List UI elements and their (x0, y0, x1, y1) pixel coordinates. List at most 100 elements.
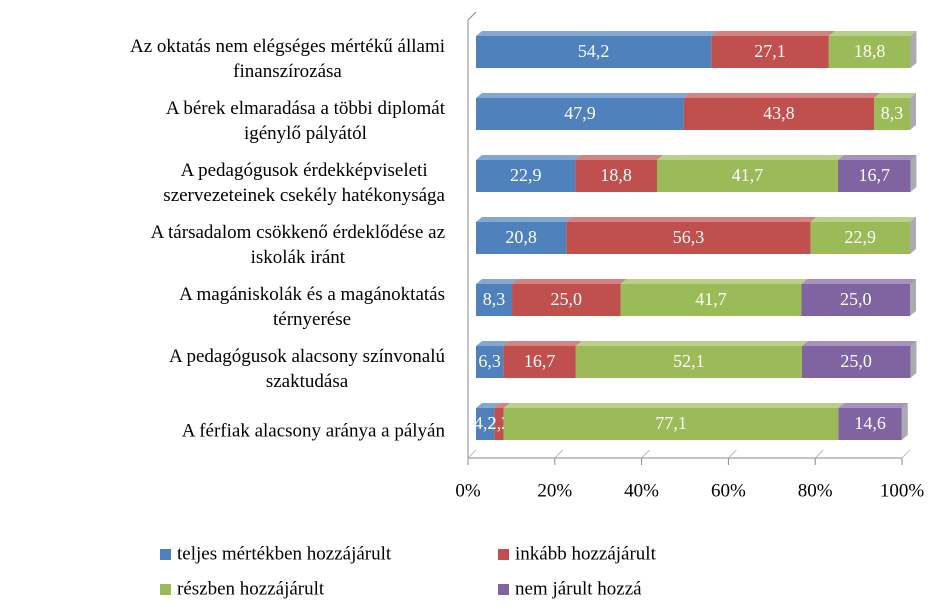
data-label: 4,2 (474, 413, 497, 433)
bar-top (828, 31, 917, 36)
bar-top (683, 93, 880, 98)
data-label: 16,7 (524, 351, 556, 371)
bar-top (476, 155, 582, 160)
bar-segment (476, 98, 684, 130)
bar-top (838, 403, 908, 408)
bar-top (566, 217, 817, 222)
bar-segment (810, 222, 910, 254)
legend-swatch (498, 549, 509, 560)
bar-top (503, 341, 582, 346)
bar-end (910, 31, 917, 68)
category-label: A bérek elmaradása a többi diplomát (166, 98, 446, 119)
x-tick-depth (728, 449, 737, 459)
bar-top (476, 341, 510, 346)
x-tick-label: 80% (798, 480, 833, 501)
bar-top (873, 93, 916, 98)
bar-top (476, 217, 573, 222)
x-tick-label: 60% (711, 480, 746, 501)
data-label: 41,7 (732, 165, 764, 185)
bar-top (575, 341, 808, 346)
legend-swatch (498, 584, 509, 595)
bar-segment (575, 346, 802, 378)
bar-top (810, 217, 916, 222)
data-label: 27,1 (754, 41, 786, 61)
legend-label: teljes mértékben hozzájárult (177, 543, 392, 564)
data-label: 47,9 (564, 103, 596, 123)
bar-top (837, 155, 917, 160)
bar-segment (801, 284, 910, 316)
bar-segment (683, 98, 874, 130)
category-label: A férfiak alacsony aránya a pályán (182, 420, 446, 441)
bar-segment (494, 408, 504, 440)
bar-top (494, 403, 510, 408)
bar-top (801, 341, 917, 346)
legend-label: nem járult hozzá (515, 578, 642, 599)
legend-swatch (160, 549, 171, 560)
data-label: 22,9 (510, 165, 542, 185)
bar-segment (620, 284, 802, 316)
x-tick-depth (554, 449, 564, 459)
bar-end (910, 341, 917, 378)
data-label: 18,8 (600, 165, 632, 185)
bar-top (476, 403, 501, 408)
bar-top (512, 279, 627, 284)
category-label: szervezeteinek csekély hatékonysága (163, 185, 445, 206)
bar-end (910, 279, 916, 316)
category-label: szaktudása (266, 371, 349, 392)
x-tick-label: 20% (537, 480, 572, 501)
data-label: 25,0 (840, 289, 872, 309)
x-tick-depth (467, 449, 477, 459)
data-label: 52,1 (673, 351, 705, 371)
bar-segment (575, 160, 657, 192)
bar-segment (873, 98, 910, 130)
data-label: 6,3 (478, 351, 501, 371)
data-label: 43,8 (763, 103, 795, 123)
bar-segment (828, 36, 911, 68)
bar-segment (476, 408, 495, 440)
bar-segment (476, 36, 712, 68)
x-tick-depth (814, 449, 824, 459)
bar-top (503, 403, 845, 408)
x-tick-depth (901, 449, 911, 459)
data-label: 77,1 (655, 413, 687, 433)
bar-segment (566, 222, 811, 254)
legend-swatch (160, 584, 171, 595)
category-label: A társadalom csökkenő érdeklődése az (151, 222, 445, 243)
category-label: Az oktatás nem elégséges mértékű állami (130, 36, 445, 57)
x-tick-label: 100% (880, 480, 925, 501)
bar-segment (711, 36, 829, 68)
data-label: 25,0 (840, 351, 872, 371)
bar-segment (476, 160, 576, 192)
data-label: 16,7 (858, 165, 890, 185)
data-label: 41,7 (695, 289, 727, 309)
bar-segment (512, 284, 621, 316)
data-label: 8,3 (483, 289, 506, 309)
bar-top (476, 93, 690, 98)
category-label: finanszírozása (233, 61, 342, 82)
bar-end (901, 403, 908, 440)
bar-end (910, 217, 916, 254)
bar-segment (838, 408, 902, 440)
x-tick-label: 0% (455, 480, 481, 501)
x-tick-label: 40% (624, 480, 659, 501)
legend-label: inkább hozzájárult (515, 543, 657, 564)
category-label: A magániskolák és a magánoktatás (179, 284, 445, 305)
data-label: 22,9 (845, 227, 877, 247)
bar-top (801, 279, 916, 284)
data-label: 18,8 (854, 41, 886, 61)
category-label: iskolák iránt (251, 247, 346, 268)
bar-top (711, 31, 835, 36)
bar-segment (503, 346, 576, 378)
axis-depth (467, 11, 477, 21)
bar-segment (656, 160, 838, 192)
bar-top (476, 279, 519, 284)
bar-top (476, 31, 718, 36)
bar-top (575, 155, 663, 160)
bar-segment (503, 408, 839, 440)
data-label: 56,3 (673, 227, 705, 247)
legend-label: részben hozzájárult (177, 578, 325, 599)
bar-top (620, 279, 808, 284)
data-label: 25,0 (551, 289, 583, 309)
bar-segment (476, 284, 513, 316)
